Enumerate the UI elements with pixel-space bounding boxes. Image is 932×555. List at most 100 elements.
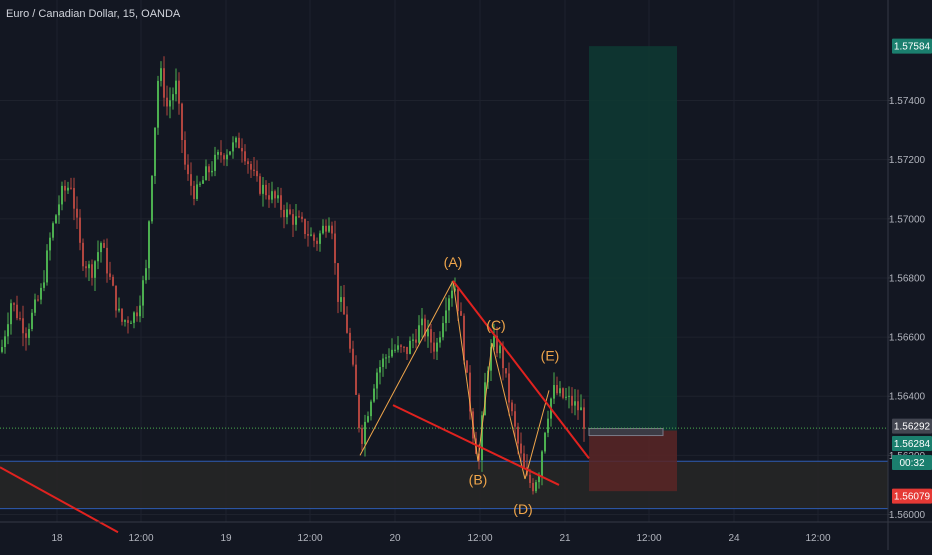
candle-up xyxy=(409,340,411,354)
price-tick-label: 1.56800 xyxy=(889,273,926,284)
price-tag-label: 1.57584 xyxy=(894,42,931,53)
wave-segment[interactable] xyxy=(359,280,454,456)
wave-segment[interactable] xyxy=(491,342,526,480)
upper-trendline[interactable] xyxy=(452,280,590,459)
long-trendline[interactable] xyxy=(0,466,119,534)
candle-up xyxy=(232,142,234,152)
candle-up xyxy=(97,252,99,262)
candle-up xyxy=(391,349,393,357)
candle-up xyxy=(436,342,438,352)
wave-segment[interactable] xyxy=(524,390,550,480)
candle-down xyxy=(349,332,351,349)
candle-down xyxy=(511,402,513,412)
price-tag-stop[interactable] xyxy=(892,488,932,504)
wave-segment[interactable] xyxy=(477,342,493,462)
candle-up xyxy=(160,68,162,81)
symbol-title[interactable]: Euro / Canadian Dollar, 15, OANDA xyxy=(6,8,181,20)
candle-up xyxy=(535,482,537,492)
candle-down xyxy=(331,225,333,234)
position-bar[interactable] xyxy=(588,428,664,437)
candle-down xyxy=(523,453,525,468)
candle-down xyxy=(430,329,432,343)
candle-down xyxy=(112,276,114,286)
candle-up xyxy=(28,329,30,338)
candle-up xyxy=(388,356,390,358)
candle-down xyxy=(400,345,402,347)
candle-up xyxy=(379,366,381,373)
candle-down xyxy=(289,209,291,215)
candle-up xyxy=(7,324,9,337)
candle-up xyxy=(565,396,567,398)
candle-down xyxy=(250,164,252,170)
price-tick-label: 1.57400 xyxy=(889,96,926,107)
candle-down xyxy=(283,209,285,218)
candle-down xyxy=(106,247,108,274)
candle-down xyxy=(298,216,300,218)
candle-up xyxy=(58,204,60,216)
stop-zone[interactable] xyxy=(589,430,677,492)
candle-down xyxy=(346,314,348,333)
time-tick-label: 12:00 xyxy=(467,533,492,544)
candle-up xyxy=(169,100,171,107)
candle-up xyxy=(310,234,312,236)
candle-up xyxy=(151,175,153,222)
candle-up xyxy=(481,415,483,461)
candle-down xyxy=(37,299,39,301)
candle-down xyxy=(22,318,24,334)
candle-up xyxy=(439,337,441,343)
lower-trendline[interactable] xyxy=(392,404,560,486)
candle-down xyxy=(562,388,564,398)
candle-down xyxy=(256,170,258,177)
candle-down xyxy=(469,372,471,412)
candle-up xyxy=(442,323,444,338)
price-tick-label: 1.56400 xyxy=(889,392,926,403)
candle-up xyxy=(100,243,102,253)
candle-up xyxy=(538,476,540,483)
candle-up xyxy=(328,225,330,232)
candle-up xyxy=(421,318,423,326)
price-tick-label: 1.56000 xyxy=(889,510,926,521)
candle-down xyxy=(301,216,303,220)
time-tick-label: 19 xyxy=(220,533,232,544)
candle-up xyxy=(568,395,570,397)
candle-down xyxy=(316,240,318,244)
price-tag-target[interactable] xyxy=(892,38,932,54)
candle-up xyxy=(454,288,456,291)
candle-up xyxy=(427,329,429,337)
candle-up xyxy=(118,308,120,311)
wave-label: (C) xyxy=(486,317,505,333)
candle-up xyxy=(46,250,48,283)
candle-down xyxy=(244,151,246,162)
candle-up xyxy=(55,215,57,224)
wave-label: (B) xyxy=(469,471,488,487)
candle-down xyxy=(265,184,267,196)
candle-down xyxy=(337,263,339,302)
candle-up xyxy=(340,297,342,302)
candle-down xyxy=(520,443,522,454)
candle-down xyxy=(136,312,138,317)
candle-up xyxy=(4,336,6,348)
candle-up xyxy=(499,345,501,354)
candle-down xyxy=(274,191,276,199)
price-tag-entry[interactable] xyxy=(892,436,932,452)
wave-segment[interactable] xyxy=(452,280,479,462)
price-tag-last[interactable] xyxy=(892,418,932,434)
candle-down xyxy=(82,242,84,267)
candle-up xyxy=(94,261,96,278)
candle-up xyxy=(1,347,3,352)
candle-down xyxy=(529,474,531,483)
candle-up xyxy=(367,416,369,422)
candle-up xyxy=(418,325,420,343)
price-tag-countdown[interactable] xyxy=(892,455,932,471)
candle-down xyxy=(181,103,183,141)
candle-up xyxy=(130,322,132,324)
candle-down xyxy=(463,315,465,361)
candle-up xyxy=(43,282,45,288)
target-zone[interactable] xyxy=(589,46,677,431)
candle-down xyxy=(292,214,294,225)
candle-down xyxy=(193,185,195,199)
candle-down xyxy=(433,342,435,352)
